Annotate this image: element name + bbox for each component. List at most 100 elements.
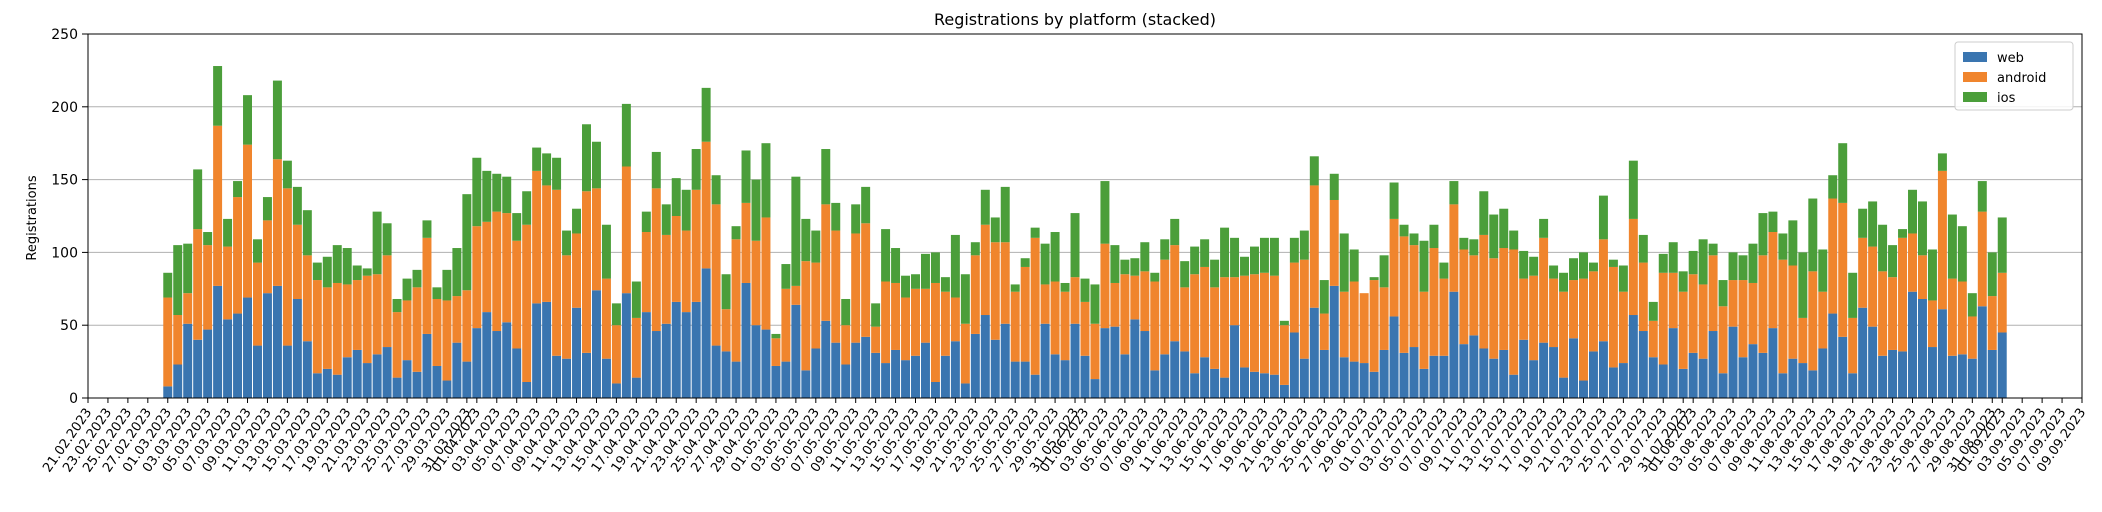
bar-android [472, 226, 482, 329]
bar-ios [522, 191, 532, 225]
bar-android [1329, 199, 1339, 286]
bar-web [601, 358, 611, 398]
y-tick-label: 150 [51, 173, 78, 189]
bar-web [1140, 331, 1150, 398]
bar-web [302, 341, 312, 398]
bar-android [1459, 249, 1469, 345]
bar-android [512, 240, 522, 349]
bar-web [1359, 363, 1369, 398]
bar-android [1389, 218, 1399, 317]
bar-android [1937, 170, 1947, 310]
legend-swatch-ios [1963, 92, 1987, 102]
bar-ios [1369, 277, 1379, 281]
bar-android [412, 287, 422, 372]
bar-android [751, 240, 761, 326]
bar-android [1529, 275, 1539, 361]
bar-ios [1608, 259, 1618, 267]
bar-android [1399, 236, 1409, 353]
bar-android [542, 185, 552, 302]
bar-ios [1688, 250, 1698, 275]
bar-ios [1230, 237, 1240, 278]
bar-ios [1848, 272, 1858, 318]
bar-web [472, 328, 482, 398]
bar-web [1419, 368, 1429, 398]
bar-web [582, 352, 591, 398]
bar-ios [472, 157, 482, 227]
bar-ios [1588, 262, 1598, 272]
bar-web [1010, 361, 1020, 398]
bar-web [462, 361, 472, 398]
legend-label-web: web [1997, 51, 2024, 66]
bar-android [1598, 239, 1608, 342]
y-tick-label: 50 [60, 318, 78, 334]
bar-web [203, 329, 213, 398]
bar-web [1848, 373, 1858, 398]
bar-web [1618, 363, 1628, 398]
bar-web [1210, 368, 1220, 398]
bar-ios [183, 243, 193, 294]
bar-web [711, 345, 721, 398]
bar-ios [1628, 160, 1638, 219]
bar-ios [342, 248, 352, 285]
bar-web [1539, 342, 1549, 398]
bar-web [1489, 358, 1499, 398]
bar-ios [532, 147, 542, 171]
bar-android [1409, 245, 1419, 348]
bar-web [1798, 363, 1808, 398]
bar-ios [1808, 198, 1818, 272]
bar-web [422, 333, 432, 398]
bar-ios [1240, 256, 1249, 276]
bar-web [562, 358, 572, 398]
bar-web [920, 342, 930, 398]
bar-android [1738, 280, 1748, 358]
bar-ios [253, 239, 262, 263]
bar-android [1987, 296, 1997, 350]
bar-android [1180, 287, 1190, 352]
bar-android [1698, 284, 1708, 359]
bar-android [213, 125, 223, 286]
bar-web [1439, 355, 1449, 398]
bar-android [1758, 255, 1768, 353]
bar-ios [1828, 175, 1838, 199]
bar-android [1130, 275, 1140, 320]
bar-web [442, 380, 452, 398]
bar-ios [970, 242, 980, 256]
bar-web [282, 345, 292, 398]
y-tick-label: 200 [51, 100, 78, 116]
bar-android [711, 204, 721, 346]
bar-ios [950, 234, 960, 298]
bar-web [841, 364, 851, 398]
bar-ios [1200, 239, 1210, 267]
bar-web [1628, 315, 1638, 398]
bar-ios [1309, 156, 1319, 186]
bar-ios [482, 170, 492, 222]
bar-ios [701, 87, 711, 142]
bar-web [1040, 323, 1050, 398]
bar-web [1269, 374, 1279, 398]
bar-ios [911, 274, 920, 289]
bar-web [1868, 326, 1878, 398]
bar-ios [1409, 233, 1419, 246]
bar-ios [1269, 237, 1279, 276]
bar-android [352, 280, 362, 350]
bar-web [552, 355, 562, 398]
bar-web [1927, 347, 1937, 398]
bar-android [1240, 275, 1249, 368]
bar-ios [1888, 245, 1898, 278]
bar-ios [831, 202, 841, 231]
bar-android [1170, 245, 1180, 342]
bar-android [1250, 274, 1259, 372]
bar-android [1549, 278, 1559, 348]
bar-android [1539, 237, 1549, 343]
bar-web [432, 365, 442, 398]
bar-ios [1040, 243, 1050, 285]
bar-web [1100, 328, 1110, 398]
bar-android [691, 189, 701, 302]
bar-ios [671, 178, 681, 216]
bar-web [1678, 368, 1688, 398]
bar-android [452, 296, 462, 343]
bar-android [1898, 237, 1908, 352]
bar-ios [452, 248, 462, 297]
bar-ios [1758, 213, 1768, 256]
bar-web [1957, 354, 1967, 398]
